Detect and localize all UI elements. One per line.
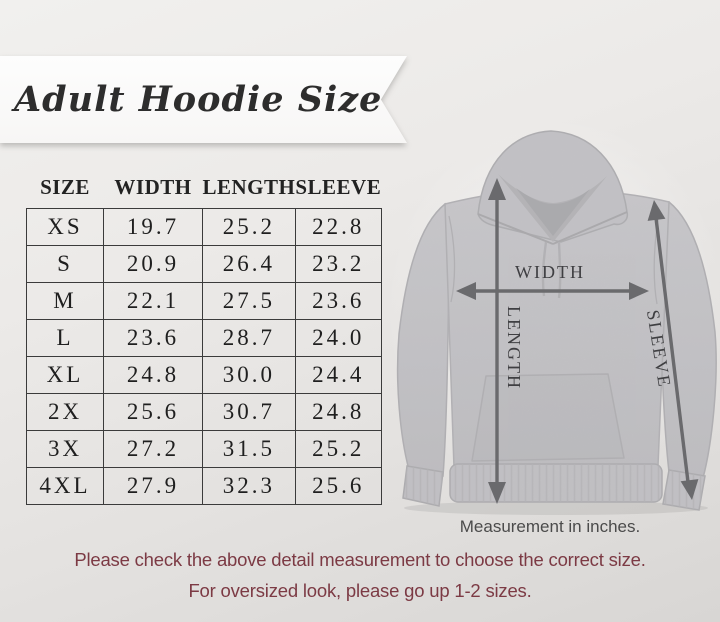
sleeve-cell: 22.8 bbox=[294, 208, 382, 246]
size-table-body: XS 19.7 25.2 22.8 S 20.9 26.4 23.2 M 22.… bbox=[26, 208, 382, 505]
footer-line-1: Please check the above detail measuremen… bbox=[74, 549, 646, 570]
size-cell: 3X bbox=[26, 430, 104, 468]
col-header-length: LENGTH bbox=[202, 175, 296, 199]
table-row: 4XL 27.9 32.3 25.6 bbox=[26, 467, 382, 505]
length-cell: 31.5 bbox=[202, 430, 296, 468]
table-row: M 22.1 27.5 23.6 bbox=[26, 282, 382, 320]
table-header-row: SIZE WIDTH LENGTH SLEEVE bbox=[27, 166, 382, 209]
sleeve-cell: 23.2 bbox=[294, 245, 382, 283]
width-cell: 24.8 bbox=[103, 356, 203, 394]
size-cell: 2X bbox=[26, 393, 104, 431]
table-row: L 23.6 28.7 24.0 bbox=[26, 319, 382, 357]
footer-note: Please check the above detail measuremen… bbox=[0, 549, 720, 602]
width-label: WIDTH bbox=[515, 262, 585, 282]
length-cell: 25.2 bbox=[202, 208, 296, 246]
size-cell: M bbox=[26, 282, 104, 320]
length-cell: 28.7 bbox=[202, 319, 296, 357]
size-cell: L bbox=[26, 319, 104, 357]
title-ribbon: Adult Hoodie Size Chart bbox=[0, 56, 407, 143]
size-cell: S bbox=[26, 245, 104, 283]
width-cell: 23.6 bbox=[103, 319, 203, 357]
length-cell: 27.5 bbox=[202, 282, 296, 320]
sleeve-cell: 25.6 bbox=[294, 467, 382, 505]
measurement-caption: Measurement in inches. bbox=[459, 517, 641, 536]
table-row: 2X 25.6 30.7 24.8 bbox=[26, 393, 382, 431]
sleeve-cell: 24.0 bbox=[294, 319, 382, 357]
table-row: S 20.9 26.4 23.2 bbox=[26, 245, 382, 283]
size-cell: 4XL bbox=[26, 467, 104, 505]
size-table: SIZE WIDTH LENGTH SLEEVE XS 19.7 25.2 22… bbox=[26, 166, 382, 505]
table-row: XL 24.8 30.0 24.4 bbox=[26, 356, 382, 394]
size-cell: XL bbox=[26, 356, 104, 394]
width-cell: 27.9 bbox=[103, 467, 203, 505]
title-banner: Adult Hoodie Size Chart bbox=[0, 56, 407, 143]
width-arrow bbox=[456, 282, 649, 300]
sleeve-cell: 24.8 bbox=[294, 393, 382, 431]
length-cell: 26.4 bbox=[202, 245, 296, 283]
col-header-size: SIZE bbox=[40, 175, 90, 199]
sleeve-cell: 23.6 bbox=[294, 282, 382, 320]
table-row: 3X 27.2 31.5 25.2 bbox=[26, 430, 382, 468]
length-cell: 32.3 bbox=[202, 467, 296, 505]
length-cell: 30.0 bbox=[202, 356, 296, 394]
width-cell: 19.7 bbox=[103, 208, 203, 246]
hoodie-shadow bbox=[404, 501, 708, 515]
width-cell: 27.2 bbox=[103, 430, 203, 468]
hoodie-diagram: WIDTH LENGTH SLEEVE bbox=[396, 130, 717, 515]
length-cell: 30.7 bbox=[202, 393, 296, 431]
size-cell: XS bbox=[26, 208, 104, 246]
width-cell: 25.6 bbox=[103, 393, 203, 431]
width-cell: 22.1 bbox=[103, 282, 203, 320]
width-cell: 20.9 bbox=[103, 245, 203, 283]
col-header-sleeve: SLEEVE bbox=[295, 175, 382, 199]
sleeve-arrow bbox=[647, 200, 699, 500]
page-title: Adult Hoodie Size Chart bbox=[14, 79, 512, 120]
footer-line-2: For oversized look, please go up 1-2 siz… bbox=[188, 580, 532, 601]
sleeve-cell: 24.4 bbox=[294, 356, 382, 394]
length-arrow bbox=[488, 178, 506, 504]
col-header-width: WIDTH bbox=[114, 175, 192, 199]
length-label: LENGTH bbox=[504, 306, 524, 390]
sleeve-cell: 25.2 bbox=[294, 430, 382, 468]
table-row: XS 19.7 25.2 22.8 bbox=[26, 208, 382, 246]
